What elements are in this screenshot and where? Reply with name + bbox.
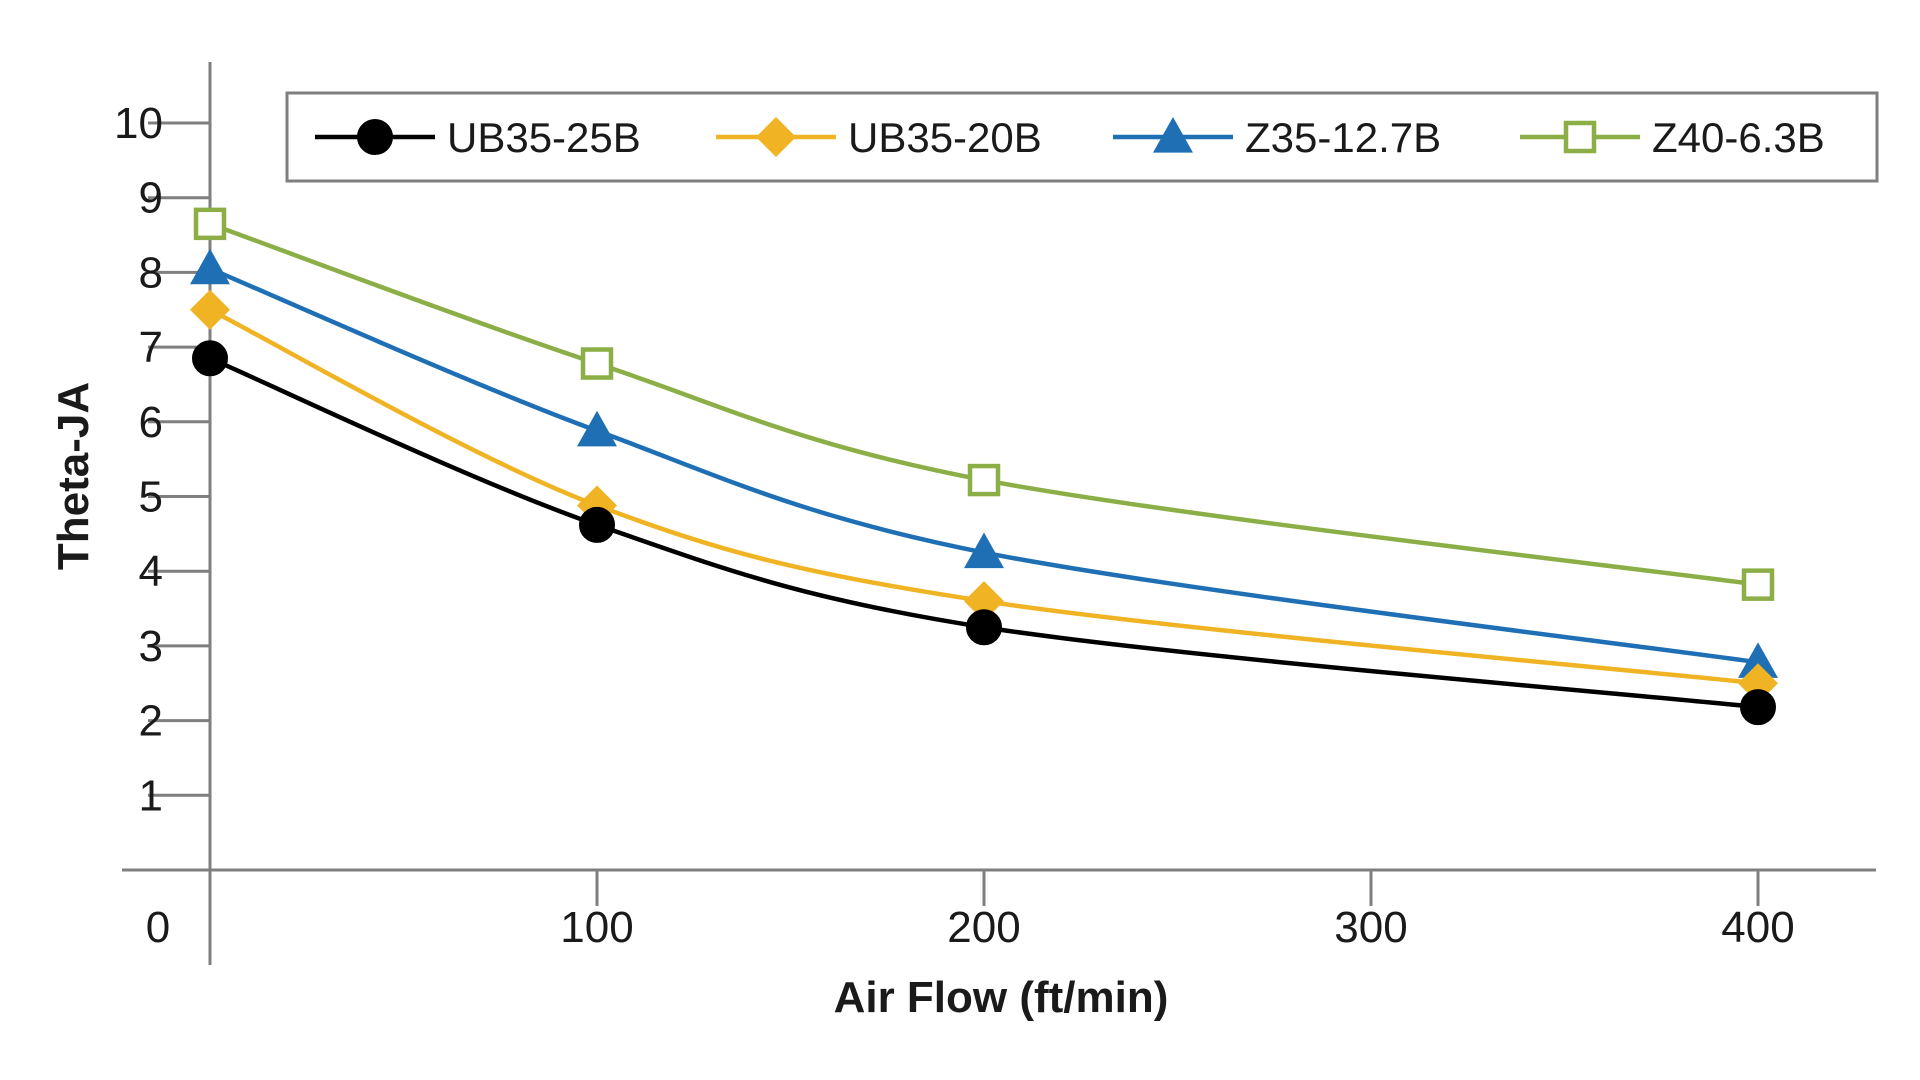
y-tick-label: 9 <box>139 174 163 223</box>
x-tick-label: 400 <box>1721 903 1794 952</box>
data-point-UB35-20B <box>190 289 230 330</box>
legend-label: UB35-25B <box>447 114 641 161</box>
legend-entry-Z35-12.7B: Z35-12.7B <box>1113 114 1441 161</box>
y-tick-label: 3 <box>139 622 163 671</box>
data-point-Z35-12.7B <box>190 248 230 285</box>
data-point-Z40-6.3B <box>193 207 227 241</box>
x-ticks: 0 100 200 300 400 <box>146 870 1795 952</box>
legend-marker <box>357 119 393 155</box>
y-ticks: 1 2 3 4 5 6 7 8 9 10 <box>114 99 210 820</box>
legend-label: Z35-12.7B <box>1245 114 1441 161</box>
series-line-Z35-12.7B <box>207 266 1761 665</box>
legend-entry-UB35-20B: UB35-20B <box>716 114 1042 161</box>
data-point-UB35-25B <box>579 506 615 543</box>
y-tick-label: 1 <box>139 771 163 820</box>
series-line-UB35-20B <box>207 307 1761 686</box>
y-tick-label: 2 <box>139 697 163 746</box>
data-point-UB35-25B <box>192 340 228 377</box>
x-tick-label: 100 <box>560 903 633 952</box>
series-line-Z40-6.3B <box>207 221 1761 587</box>
legend: UB35-25B UB35-20B Z35-12.7B Z40-6.3B <box>285 91 1879 183</box>
y-tick-label: 10 <box>114 99 163 148</box>
data-point-Z40-6.3B <box>580 347 614 380</box>
legend-marker <box>1153 117 1193 153</box>
legend-label: Z40-6.3B <box>1652 114 1825 161</box>
y-tick-label: 6 <box>139 398 163 447</box>
data-point-UB35-25B <box>1740 689 1776 726</box>
x-tick-label: 0 <box>146 903 170 952</box>
series-line-UB35-25B <box>207 356 1761 710</box>
x-tick-label: 300 <box>1334 903 1407 952</box>
axes <box>122 62 1876 965</box>
legend-marker <box>756 117 796 157</box>
y-tick-label: 5 <box>139 473 163 522</box>
data-point-UB35-20B <box>964 581 1004 622</box>
x-axis-title: Air Flow (ft/min) <box>834 973 1169 1022</box>
y-axis-title: Theta-JA <box>49 382 98 570</box>
data-point-Z35-12.7B <box>964 532 1004 569</box>
legend-entry-Z40-6.3B: Z40-6.3B <box>1520 114 1825 161</box>
series-markers <box>190 207 1778 726</box>
x-tick-label: 200 <box>947 903 1020 952</box>
y-tick-label: 8 <box>139 248 163 297</box>
data-point-Z40-6.3B <box>1741 568 1775 601</box>
data-point-Z40-6.3B <box>967 463 1001 497</box>
y-tick-label: 4 <box>139 547 163 596</box>
legend-label: UB35-20B <box>848 114 1042 161</box>
data-point-UB35-25B <box>966 609 1002 646</box>
data-point-Z35-12.7B <box>577 410 617 447</box>
data-point-Z35-12.7B <box>1738 642 1778 678</box>
legend-entry-UB35-25B: UB35-25B <box>315 114 641 161</box>
y-tick-label: 7 <box>139 323 163 372</box>
legend-marker <box>1563 120 1597 154</box>
series-lines <box>207 221 1761 710</box>
